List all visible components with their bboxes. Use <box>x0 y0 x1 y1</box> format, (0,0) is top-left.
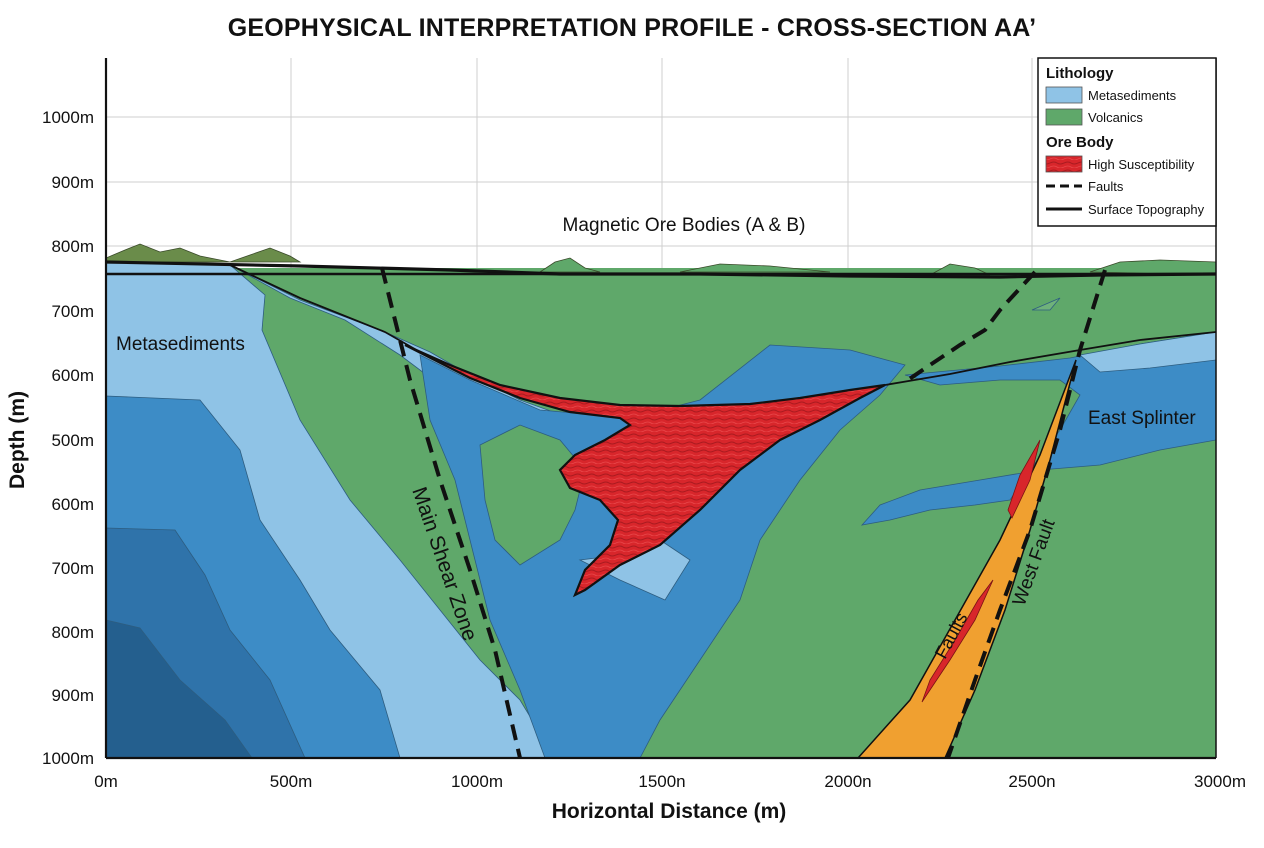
legend-label-high-susceptibility: High Susceptibility <box>1088 157 1195 172</box>
annotation-metasediments: Metasediments <box>116 334 245 355</box>
y-tick-label: 600m <box>51 366 94 385</box>
legend-swatch-volcanics <box>1045 108 1083 126</box>
x-tick-label: 2500n <box>1008 772 1055 791</box>
x-tick-label: 500m <box>270 772 313 791</box>
ore-body-main <box>404 343 886 598</box>
x-tick-label: 3000m <box>1194 772 1246 791</box>
y-tick-label: 900m <box>51 173 94 192</box>
surface-hills <box>106 243 302 263</box>
legend-swatch-metasediments <box>1045 86 1083 104</box>
x-tick-label: 2000n <box>824 772 871 791</box>
y-tick-label: 800m <box>51 623 94 642</box>
y-axis-ticks: 1000m 900m 800m 700m 600m 500m 600m 700m… <box>42 108 94 768</box>
x-tick-label: 1500n <box>638 772 685 791</box>
x-axis-label: Horizontal Distance (m) <box>551 800 787 823</box>
y-tick-label: 700m <box>51 302 94 321</box>
legend-label-surface-topography: Surface Topography <box>1088 202 1205 217</box>
y-axis-label: Depth (m) <box>6 391 29 489</box>
page-title: GEOPHYSICAL INTERPRETATION PROFILE - CRO… <box>227 14 1037 42</box>
y-tick-label: 1000m <box>42 108 94 127</box>
metasediments-east-upper <box>1079 331 1216 373</box>
legend-swatch-high-susceptibility <box>1045 155 1083 173</box>
annotation-east-splinter: East Splinter <box>1088 408 1196 429</box>
y-tick-label: 500m <box>51 431 94 450</box>
legend-heading-lithology: Lithology <box>1046 65 1114 82</box>
x-tick-label: 0m <box>94 772 118 791</box>
x-axis-ticks: 0m 500m 1000m 1500n 2000n 2500n 3000m <box>94 772 1246 791</box>
fault-ore-lens-2 <box>921 579 994 703</box>
metasediments-west-deep <box>106 619 253 758</box>
legend-label-faults: Faults <box>1088 179 1124 194</box>
legend: Lithology Metasediments Volcanics Ore Bo… <box>1037 57 1217 227</box>
y-tick-label: 1000m <box>42 749 94 768</box>
surface-hills-east <box>538 257 1216 276</box>
legend-heading-ore: Ore Body <box>1046 134 1114 151</box>
geology-layers <box>106 243 1216 758</box>
legend-label-metasediments: Metasediments <box>1088 88 1177 103</box>
y-tick-label: 600m <box>51 495 94 514</box>
volcanics-inlier <box>479 424 586 566</box>
annotation-ore-bodies: Magnetic Ore Bodies (A & B) <box>563 215 806 236</box>
legend-label-volcanics: Volcanics <box>1088 110 1143 125</box>
small-lens <box>1031 297 1061 311</box>
y-tick-label: 800m <box>51 237 94 256</box>
fault-ore-lens-1 <box>1007 439 1041 519</box>
y-tick-label: 900m <box>51 686 94 705</box>
contact-lines <box>229 264 1217 386</box>
y-tick-label: 700m <box>51 559 94 578</box>
x-tick-label: 1000m <box>451 772 503 791</box>
